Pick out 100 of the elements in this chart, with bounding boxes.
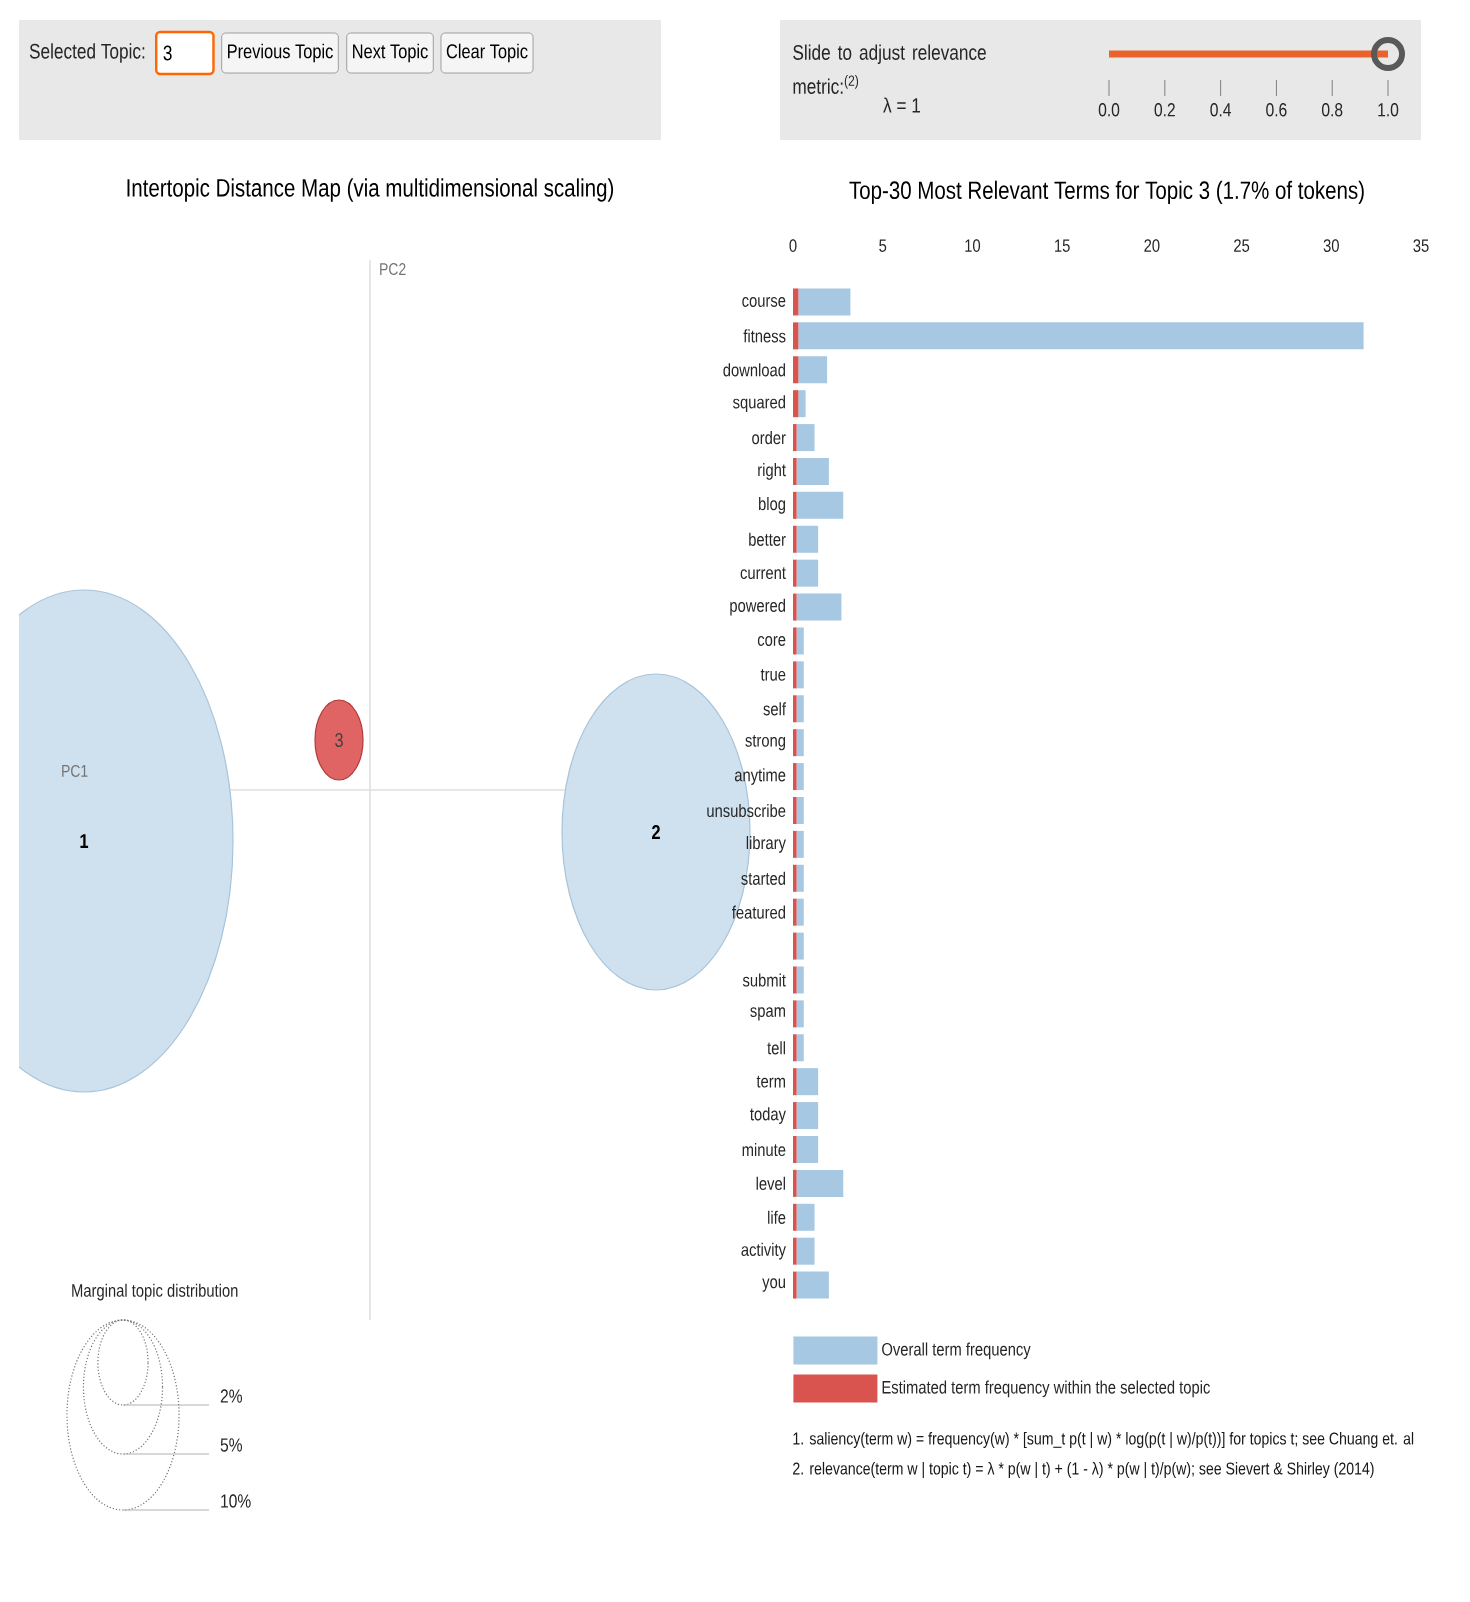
bar	[793, 864, 797, 892]
bar	[793, 593, 797, 621]
bar	[798, 356, 828, 384]
bar	[796, 1203, 815, 1231]
x-tick-label: 0.8	[1321, 103, 1343, 117]
bar	[793, 288, 799, 316]
bar	[796, 1271, 829, 1299]
bar	[796, 1237, 815, 1265]
bar	[796, 1034, 804, 1062]
x-tick-label: 1.0	[1378, 103, 1399, 117]
x-tick-label: 0.6	[1266, 103, 1287, 117]
x-tick-label: 0.0	[1098, 103, 1120, 117]
bar	[796, 932, 804, 960]
bar	[793, 525, 797, 553]
y-tick-label: started	[741, 871, 786, 885]
bar	[796, 525, 819, 553]
text: PC1	[62, 764, 88, 777]
bar	[793, 966, 797, 994]
y-tick-label: fitness	[743, 329, 786, 343]
bar	[796, 1169, 844, 1197]
text: Selected Topic:	[29, 43, 145, 63]
bar	[793, 695, 797, 723]
bar	[793, 390, 799, 418]
bar	[793, 559, 797, 587]
y-tick-label: course	[742, 297, 786, 307]
y-tick-label: core	[757, 636, 786, 646]
bar	[796, 1068, 819, 1096]
bar	[796, 457, 829, 485]
bar	[793, 796, 797, 824]
x-tick-label: 35	[1413, 239, 1429, 252]
bar	[796, 1000, 804, 1028]
text: Slide to adjust relevance metric:$^{(2)}$	[793, 44, 986, 94]
bar	[793, 627, 797, 655]
text: Marginal topic distribution	[72, 1283, 238, 1301]
x-tick-label: 0.2	[1154, 103, 1175, 117]
y-tick-label: strong	[745, 735, 786, 751]
x-tick-label: 25	[1234, 239, 1250, 252]
y-tick-label: true	[760, 668, 786, 681]
legend-label: Estimated term frequency within the selected topic	[882, 1380, 1210, 1398]
y-tick-label: order	[752, 430, 786, 445]
y-tick-label: squared	[733, 395, 785, 413]
y-tick-label: spam	[750, 1007, 785, 1021]
text: Clear Topic	[446, 43, 528, 63]
text: 5%	[220, 1438, 243, 1452]
bar	[793, 932, 797, 960]
y-tick-label: current	[740, 567, 786, 580]
text: Next Topic	[353, 43, 428, 63]
bar	[796, 593, 842, 621]
bar	[793, 356, 799, 384]
y-tick-label: blog	[759, 496, 785, 514]
y-tick-label: unsubscribe	[707, 803, 786, 818]
bar	[793, 1068, 797, 1096]
y-tick-label: powered	[730, 598, 785, 616]
x-tick-label: 5	[879, 239, 887, 252]
bar	[796, 729, 804, 757]
y-tick-label: level	[756, 1176, 785, 1190]
bar	[798, 288, 851, 316]
bar	[793, 1102, 797, 1130]
bar	[796, 661, 804, 689]
y-tick-label: featured	[732, 905, 786, 919]
y-tick-label: submit	[742, 973, 786, 987]
x-tick-label: 10	[965, 239, 981, 252]
y-tick-label: term	[756, 1075, 785, 1088]
y-tick-label: today	[750, 1107, 786, 1124]
bar	[796, 559, 819, 587]
bar	[798, 390, 806, 418]
x-tick-label: 0.4	[1210, 103, 1231, 117]
text: λ = 1	[883, 97, 921, 113]
x-tick-label: 0	[789, 239, 797, 252]
bar	[793, 1169, 797, 1197]
text: 2. relevance(term w | topic t) = λ * p(w | t) + (1 - λ) * p(w | t)/p(w); see Sievert & Shirley (2014)	[793, 1461, 1374, 1479]
y-tick-label: library	[746, 836, 786, 853]
bar	[796, 966, 804, 994]
bar	[793, 661, 797, 689]
bar	[793, 830, 797, 858]
bar	[793, 322, 799, 350]
y-tick-label: right	[758, 463, 786, 480]
bar	[796, 898, 804, 926]
bar	[793, 491, 797, 519]
bar	[796, 1135, 819, 1163]
bar	[796, 1102, 819, 1130]
text: 1	[80, 834, 89, 848]
x-tick-label: 15	[1055, 239, 1070, 252]
y-tick-label: download	[723, 363, 785, 377]
bar	[793, 1271, 797, 1299]
bar	[798, 322, 1364, 350]
bar	[793, 1203, 797, 1231]
bar	[793, 729, 797, 757]
text: Intertopic Distance Map (via multidimensional scaling)	[127, 178, 614, 202]
bar	[793, 457, 797, 485]
bar	[796, 627, 804, 655]
text: 1. saliency(term w) = frequency(w) * [sum_t p(t | w) * log(p(t | w)/p(t))] for topics t; see Chuang et. al	[793, 1431, 1414, 1449]
text: 10%	[221, 1494, 251, 1508]
y-tick-label: anytime	[734, 768, 786, 785]
text: Previous Topic	[228, 43, 333, 63]
bar	[793, 763, 797, 791]
bar	[796, 491, 844, 519]
x-tick-label: 20	[1144, 239, 1160, 252]
bar	[793, 1237, 797, 1265]
bar	[796, 424, 815, 452]
